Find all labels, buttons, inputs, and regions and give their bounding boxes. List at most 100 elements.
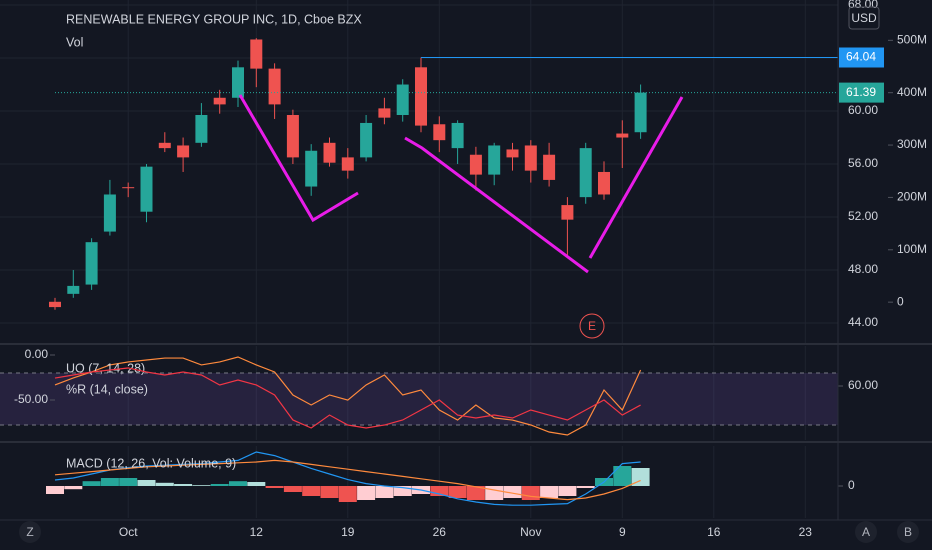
histogram-bar: [558, 486, 577, 496]
indicator-line: [54, 367, 641, 429]
histogram-bar: [229, 481, 247, 486]
candle-body: [286, 114, 299, 158]
currency[interactable]: USD: [851, 11, 877, 25]
zoom-button[interactable]: [19, 521, 41, 543]
candle-body: [433, 124, 446, 141]
band-fill: [0, 373, 838, 425]
x-tick-label: Oct: [119, 525, 138, 539]
histogram-bar: [46, 486, 64, 494]
candle-body: [195, 114, 208, 143]
histogram-bar: [320, 486, 339, 498]
log-label[interactable]: B: [904, 525, 912, 539]
candle-body: [213, 97, 226, 105]
candle-body: [561, 205, 574, 220]
candle-body: [488, 145, 501, 175]
log-button[interactable]: [897, 521, 919, 543]
candle-body: [396, 84, 409, 115]
candle-body: [177, 145, 190, 158]
histogram-bar: [540, 486, 559, 498]
candle-body: [103, 194, 116, 232]
candle-body: [85, 242, 98, 285]
auto-button[interactable]: [855, 521, 877, 543]
price-tick-label: 48.00: [848, 262, 878, 276]
histogram-bar: [466, 486, 485, 500]
candle-body: [506, 149, 519, 158]
histogram-bar: [338, 486, 357, 502]
histogram-bar: [174, 484, 193, 486]
x-tick-label: Nov: [520, 525, 541, 539]
candle-body: [598, 171, 610, 195]
histogram-bar: [357, 486, 376, 500]
x-tick-label: 26: [433, 525, 447, 539]
candle-body: [469, 154, 482, 175]
macd-line: [54, 451, 641, 506]
price-tick-label: 44.00: [848, 315, 878, 329]
histogram-bar: [613, 466, 632, 486]
candle-body: [451, 122, 464, 149]
histogram-bar: [448, 486, 467, 498]
candle-body: [323, 142, 336, 163]
histogram-bar: [82, 481, 101, 486]
candle-body: [341, 157, 354, 171]
drawn-line[interactable]: [404, 136, 589, 274]
volume-tick-label: 400M: [897, 85, 927, 99]
candle-body: [49, 301, 61, 308]
candle-body: [543, 154, 556, 180]
x-tick-label: 19: [341, 525, 355, 539]
histogram-bar: [283, 486, 302, 492]
candle-body: [579, 148, 592, 198]
volume-tick-label: 100M: [897, 242, 927, 256]
price-label-bg: [839, 47, 884, 68]
candle-body: [250, 39, 263, 69]
indicator-legend: UO (7, 14, 28): [66, 361, 145, 375]
histogram-bar: [192, 485, 211, 486]
candle-body: [305, 150, 318, 187]
candle-body: [524, 145, 537, 171]
volume-tick-label: 300M: [897, 137, 927, 151]
volume-label: Vol: [66, 35, 83, 49]
zoom-label[interactable]: Z: [26, 525, 33, 539]
candle-body: [360, 122, 373, 158]
x-tick-label: 16: [707, 525, 721, 539]
histogram-bar: [521, 486, 540, 500]
x-tick-label: 9: [619, 525, 626, 539]
earnings-label[interactable]: E: [588, 319, 596, 333]
auto-label[interactable]: A: [862, 525, 870, 539]
right-tick-label: 0: [848, 478, 855, 492]
candle-body: [634, 92, 647, 133]
earnings-marker[interactable]: [579, 313, 605, 339]
histogram-bar: [302, 486, 321, 496]
drawing[interactable]: [238, 94, 684, 274]
volume-tick-label: 200M: [897, 190, 927, 204]
volume-tick-label: 0: [897, 294, 904, 308]
candle-body: [122, 187, 135, 189]
indicator-legend: %R (14, close): [66, 382, 148, 396]
candle-body: [268, 68, 281, 105]
price-tick-label: 56.00: [848, 156, 878, 170]
histogram-bar: [137, 480, 156, 486]
price-tick-label: 60.00: [848, 103, 878, 117]
histogram-bar: [210, 484, 229, 486]
histogram-bar: [430, 486, 449, 496]
histogram-bar: [64, 486, 83, 490]
histogram-bar: [485, 486, 504, 500]
drawn-line[interactable]: [588, 96, 684, 259]
left-tick-label: -50.00: [14, 392, 48, 406]
candle-body: [616, 133, 629, 138]
price-tick-label: 68.00: [848, 0, 878, 11]
histogram-bar: [631, 468, 650, 486]
candle-body: [415, 67, 427, 126]
price-tick-label: 52.00: [848, 209, 878, 223]
histogram-bar: [375, 486, 394, 498]
candle-body: [158, 142, 171, 149]
currency-box[interactable]: [848, 6, 880, 30]
volume-tick-label: 500M: [897, 32, 927, 46]
candle-body: [140, 166, 153, 212]
histogram-bar: [155, 482, 174, 486]
right-tick-label: 60.00: [848, 378, 878, 392]
drawn-line[interactable]: [238, 94, 359, 223]
price-label: 64.04: [846, 50, 876, 64]
histogram-bar: [119, 478, 138, 486]
histogram-bar: [503, 486, 522, 498]
